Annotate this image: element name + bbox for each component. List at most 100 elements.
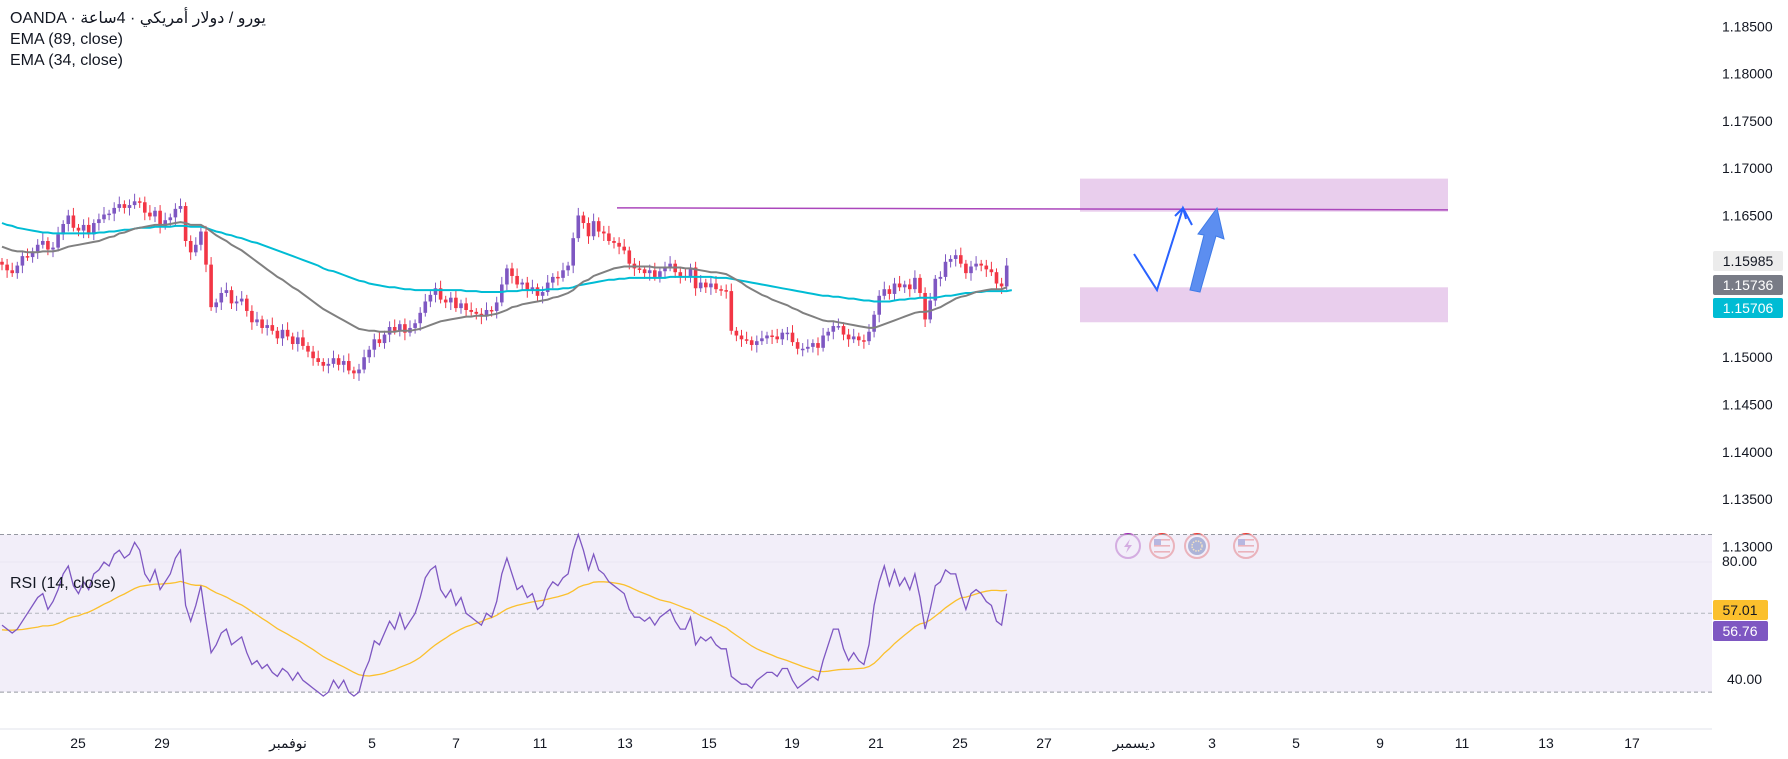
time-tick-label: 13 (617, 735, 633, 751)
candle-body (938, 276, 943, 279)
candle-body (199, 231, 203, 245)
candle-body (964, 263, 968, 274)
candle-body (800, 348, 805, 351)
candle-body (336, 358, 341, 365)
ema89-line (1, 222, 1012, 303)
candle-body (892, 283, 897, 294)
candle-body (423, 301, 428, 313)
candle-body (816, 343, 820, 348)
candle-body (117, 204, 122, 208)
candle-body (0, 261, 4, 265)
candle-body (464, 303, 468, 310)
ema34-legend[interactable]: EMA (34, close) (10, 52, 123, 69)
big-arrow (1189, 206, 1225, 293)
candle-body (999, 283, 1004, 287)
price-axis[interactable]: 1.185001.180001.175001.170001.165001.160… (1722, 18, 1773, 687)
candle-body (438, 288, 443, 300)
candle-body (841, 326, 846, 335)
candle-body (749, 340, 754, 345)
candle-body (239, 298, 244, 302)
candle-body (209, 264, 213, 308)
candle-body (494, 302, 499, 311)
candle-body (969, 266, 973, 274)
rsi-title[interactable]: RSI (14, close) (10, 575, 116, 592)
rsi-badge-label: 57.01 (1722, 602, 1757, 618)
candle-body (229, 290, 234, 304)
ema-lines (1, 221, 1012, 333)
symbol-title[interactable]: OANDA · يورو / دولار أمريكي · 4ساعة (10, 10, 266, 27)
time-tick-label: 11 (533, 735, 548, 751)
time-axis[interactable]: 25 29 نوفمبر 5 7 11 13 15 19 21 25 27 ديسمبر 3 5 9 11 13 1… (70, 735, 1640, 752)
candle-body (127, 205, 132, 208)
candle-body (163, 220, 167, 226)
candle-body (454, 297, 458, 309)
candle-body (586, 223, 591, 237)
chart-legend: OANDA · يورو / دولار أمريكي · 4ساعة EMA … (10, 8, 266, 71)
candle-body (647, 270, 652, 274)
candle-body (811, 343, 815, 347)
candle-body (188, 240, 193, 253)
candle-body (617, 242, 621, 247)
candle-body (755, 341, 759, 345)
candle-body (306, 345, 310, 352)
candle-body (790, 332, 795, 343)
candle-body (780, 332, 785, 340)
candle-body (525, 282, 530, 291)
candle-body (698, 282, 703, 289)
time-tick-label: 19 (784, 735, 800, 751)
projection-path (1133, 205, 1193, 293)
candle-body (540, 292, 545, 296)
candle-body (132, 201, 137, 206)
candle-body (418, 312, 422, 324)
candle-body (178, 206, 183, 209)
candle-body (556, 276, 560, 279)
price-badge-label: 1.15736 (1723, 277, 1774, 293)
rsi-panel (0, 532, 1712, 697)
candle-body (367, 349, 371, 358)
candle-body (194, 244, 198, 253)
candle-body (316, 358, 320, 362)
candle-body (535, 287, 540, 296)
price-badge (1713, 298, 1783, 318)
candle-body (10, 270, 14, 274)
candle-body (908, 284, 912, 290)
candle-body (331, 358, 336, 364)
candle-body (571, 238, 575, 266)
time-tick-label: 25 (70, 735, 86, 751)
candle-body (734, 330, 739, 336)
candle-body (775, 336, 779, 340)
candle-body (122, 204, 127, 208)
candle-body (20, 256, 25, 266)
candle-body (459, 303, 463, 309)
projection-arrowhead (1174, 207, 1187, 220)
candle-body (137, 201, 142, 203)
time-tick-label: 27 (1036, 735, 1052, 751)
candle-body (979, 263, 983, 266)
price-tick-label: 1.14000 (1722, 444, 1773, 460)
candle-body (46, 240, 50, 250)
resistance-trendline (616, 207, 1449, 211)
candle-body (61, 223, 65, 235)
candle-body (250, 310, 254, 323)
candle-body (627, 250, 632, 264)
candle-body (469, 309, 473, 312)
candle-body (382, 334, 387, 344)
candle-body (642, 269, 647, 274)
candle-body (204, 231, 208, 265)
candle-body (296, 337, 300, 345)
ema89-legend[interactable]: EMA (89, close) (10, 31, 123, 48)
candle-body (887, 289, 892, 294)
candle-body (30, 251, 35, 258)
candle-body (770, 335, 774, 338)
candle-body (449, 297, 453, 303)
candle-body (168, 217, 173, 221)
candle-body (362, 357, 366, 370)
candle-body (326, 363, 331, 366)
price-tick-label: 1.15000 (1722, 349, 1773, 365)
rsi-line (1, 532, 1008, 697)
candle-body (224, 290, 229, 293)
price-tick-label: 1.13000 (1722, 538, 1773, 554)
rsi-tick-label-top: 80.00 (1722, 553, 1757, 569)
candle-body (265, 325, 269, 328)
